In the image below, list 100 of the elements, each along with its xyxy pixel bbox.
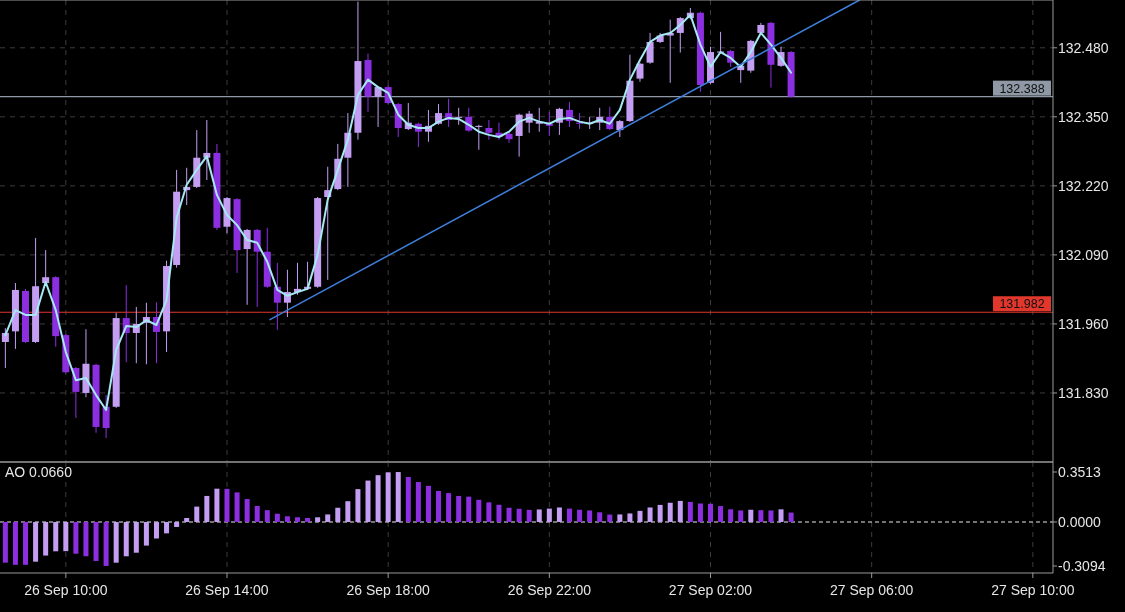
candlestick bbox=[475, 124, 483, 151]
y-tick-label: 0.3513 bbox=[1058, 464, 1102, 480]
bar bbox=[425, 485, 431, 522]
bar bbox=[657, 504, 663, 522]
candlestick bbox=[374, 85, 382, 128]
bar bbox=[405, 477, 411, 522]
bar bbox=[254, 505, 260, 522]
bar bbox=[244, 499, 250, 522]
bar bbox=[365, 480, 371, 522]
bar bbox=[577, 509, 583, 522]
candlestick bbox=[485, 119, 493, 141]
bar bbox=[687, 501, 693, 522]
bar bbox=[566, 508, 572, 522]
x-tick-label: 27 Sep 02:00 bbox=[668, 582, 753, 598]
bar bbox=[788, 512, 794, 522]
y-tick-label: 132.220 bbox=[1058, 177, 1109, 194]
bar bbox=[73, 521, 79, 554]
bar bbox=[93, 521, 99, 561]
bar bbox=[778, 509, 784, 522]
bar bbox=[496, 504, 502, 522]
bar bbox=[506, 507, 512, 522]
bar bbox=[164, 521, 170, 534]
bar bbox=[627, 513, 633, 522]
bar bbox=[415, 482, 421, 522]
y-tick-label: 132.480 bbox=[1058, 39, 1109, 56]
y-tick-label: 132.090 bbox=[1058, 246, 1109, 263]
bar bbox=[385, 472, 391, 522]
bar bbox=[748, 509, 754, 522]
bar bbox=[305, 518, 311, 522]
bar bbox=[295, 517, 300, 522]
bar bbox=[184, 518, 190, 522]
bar bbox=[103, 521, 109, 566]
bar bbox=[153, 521, 159, 539]
bar bbox=[123, 521, 129, 557]
bar bbox=[516, 508, 522, 522]
bar bbox=[345, 501, 351, 522]
ref-line-label: 132.388 bbox=[999, 81, 1045, 96]
bar bbox=[556, 507, 562, 522]
bar bbox=[647, 507, 653, 522]
bar bbox=[526, 509, 532, 522]
candlestick bbox=[646, 32, 654, 65]
bar bbox=[315, 517, 321, 522]
y-tick-label: 0.0000 bbox=[1058, 513, 1102, 530]
bar bbox=[617, 514, 623, 522]
bar bbox=[43, 521, 49, 556]
ref-line-label: 131.982 bbox=[999, 297, 1045, 312]
bar bbox=[466, 496, 472, 522]
bar bbox=[174, 521, 180, 527]
bar bbox=[476, 499, 482, 522]
bar bbox=[2, 521, 8, 563]
y-tick-label: 132.350 bbox=[1058, 108, 1109, 125]
bar bbox=[12, 521, 18, 565]
bar bbox=[536, 509, 542, 522]
bar bbox=[284, 516, 290, 522]
bar bbox=[486, 502, 492, 522]
bar bbox=[264, 510, 270, 522]
bar bbox=[23, 521, 29, 565]
bar bbox=[325, 514, 331, 522]
x-tick-label: 26 Sep 22:00 bbox=[507, 582, 592, 598]
bar bbox=[33, 521, 39, 562]
bar bbox=[708, 503, 714, 522]
bar bbox=[143, 521, 149, 546]
y-tick-label: 131.960 bbox=[1058, 315, 1109, 332]
y-tick-label: 131.830 bbox=[1058, 384, 1109, 401]
bar bbox=[637, 510, 643, 522]
bar bbox=[718, 506, 724, 522]
x-tick-label: 27 Sep 10:00 bbox=[991, 582, 1075, 598]
y-tick-label: -0.3094 bbox=[1058, 558, 1106, 574]
x-tick-label: 26 Sep 14:00 bbox=[185, 582, 269, 598]
bar bbox=[607, 514, 613, 522]
bar bbox=[113, 521, 119, 563]
x-tick-label: 26 Sep 10:00 bbox=[24, 582, 108, 598]
bar bbox=[758, 510, 764, 522]
candlestick bbox=[1, 327, 9, 369]
bar bbox=[728, 509, 734, 522]
bar bbox=[697, 503, 703, 522]
bar bbox=[83, 521, 89, 557]
bar bbox=[738, 510, 744, 522]
candlestick bbox=[505, 131, 513, 144]
candlestick bbox=[636, 62, 644, 83]
bar bbox=[677, 500, 683, 522]
x-tick-label: 27 Sep 06:00 bbox=[830, 582, 914, 598]
bar bbox=[234, 492, 240, 522]
bar bbox=[335, 507, 341, 522]
bar bbox=[274, 513, 280, 522]
bar bbox=[63, 521, 69, 552]
bar bbox=[375, 475, 381, 522]
candlestick bbox=[102, 394, 110, 439]
bar bbox=[224, 488, 230, 522]
bar bbox=[436, 490, 442, 522]
x-tick-label: 26 Sep 18:00 bbox=[346, 582, 431, 598]
bar bbox=[446, 493, 452, 522]
bar bbox=[456, 495, 462, 522]
bar bbox=[214, 488, 220, 522]
bar bbox=[194, 506, 200, 522]
bar bbox=[53, 521, 59, 552]
bar bbox=[355, 489, 361, 522]
chart-title: AO 0.0660 bbox=[5, 464, 73, 480]
bar bbox=[546, 508, 552, 522]
bar bbox=[395, 472, 401, 522]
